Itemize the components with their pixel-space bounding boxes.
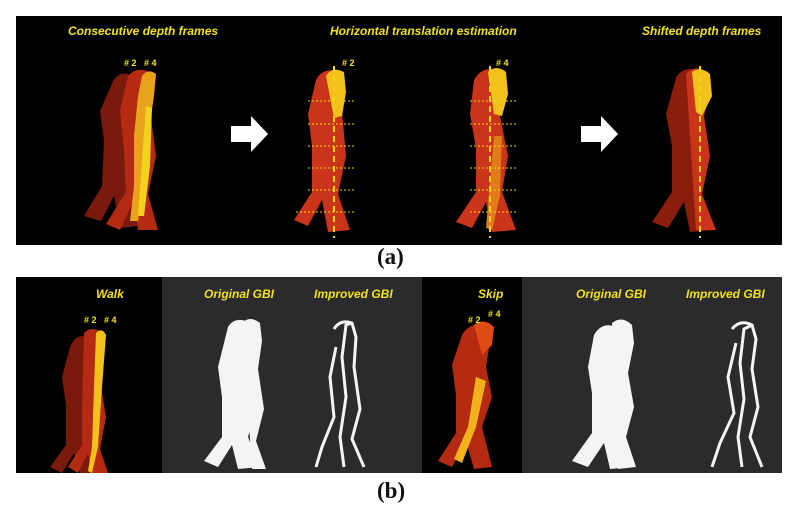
- tag-frame-2: # 2: [342, 58, 355, 68]
- consecutive-depth-frames-image: [84, 69, 158, 230]
- skip-original-gbi-image: [572, 319, 636, 469]
- tag-frame-2: # 2: [84, 315, 97, 325]
- tag-frame-4: # 4: [104, 315, 117, 325]
- label-shifted-depth-frames: Shifted depth frames: [642, 24, 762, 38]
- tag-frame-2: # 2: [124, 58, 137, 68]
- walk-improved-gbi-image: [314, 320, 366, 468]
- panel-b: Walk # 2 # 4 Original GBI Improved GBI S…: [16, 277, 782, 473]
- arrow-right-icon: [231, 116, 268, 152]
- label-walk-original-gbi: Original GBI: [204, 287, 275, 301]
- caption-a: (a): [377, 244, 404, 269]
- caption-b: (b): [377, 478, 406, 503]
- translation-frame-4-image: [456, 66, 516, 238]
- panel-a-graphics: [84, 66, 716, 238]
- walk-original-gbi-image: [204, 319, 266, 469]
- walk-depth-image: [50, 329, 108, 473]
- label-consecutive-depth-frames: Consecutive depth frames: [68, 24, 219, 38]
- tag-frame-4: # 4: [488, 309, 501, 319]
- translation-frame-2-image: [294, 66, 356, 238]
- tag-frame-4: # 4: [496, 58, 509, 68]
- label-skip: Skip: [478, 287, 504, 301]
- skip-depth-image: [438, 321, 494, 469]
- label-skip-improved-gbi: Improved GBI: [686, 287, 765, 301]
- label-horizontal-translation: Horizontal translation estimation: [330, 24, 517, 38]
- arrow-right-icon: [581, 116, 618, 152]
- panel-b-graphics: [16, 277, 782, 473]
- shifted-depth-frames-image: [652, 66, 716, 238]
- label-walk: Walk: [96, 287, 124, 301]
- tag-frame-4: # 4: [144, 58, 157, 68]
- label-walk-improved-gbi: Improved GBI: [314, 287, 393, 301]
- skip-improved-gbi-image: [710, 321, 764, 468]
- tag-frame-2: # 2: [468, 315, 481, 325]
- panel-a: Consecutive depth frames Horizontal tran…: [16, 16, 782, 245]
- label-skip-original-gbi: Original GBI: [576, 287, 647, 301]
